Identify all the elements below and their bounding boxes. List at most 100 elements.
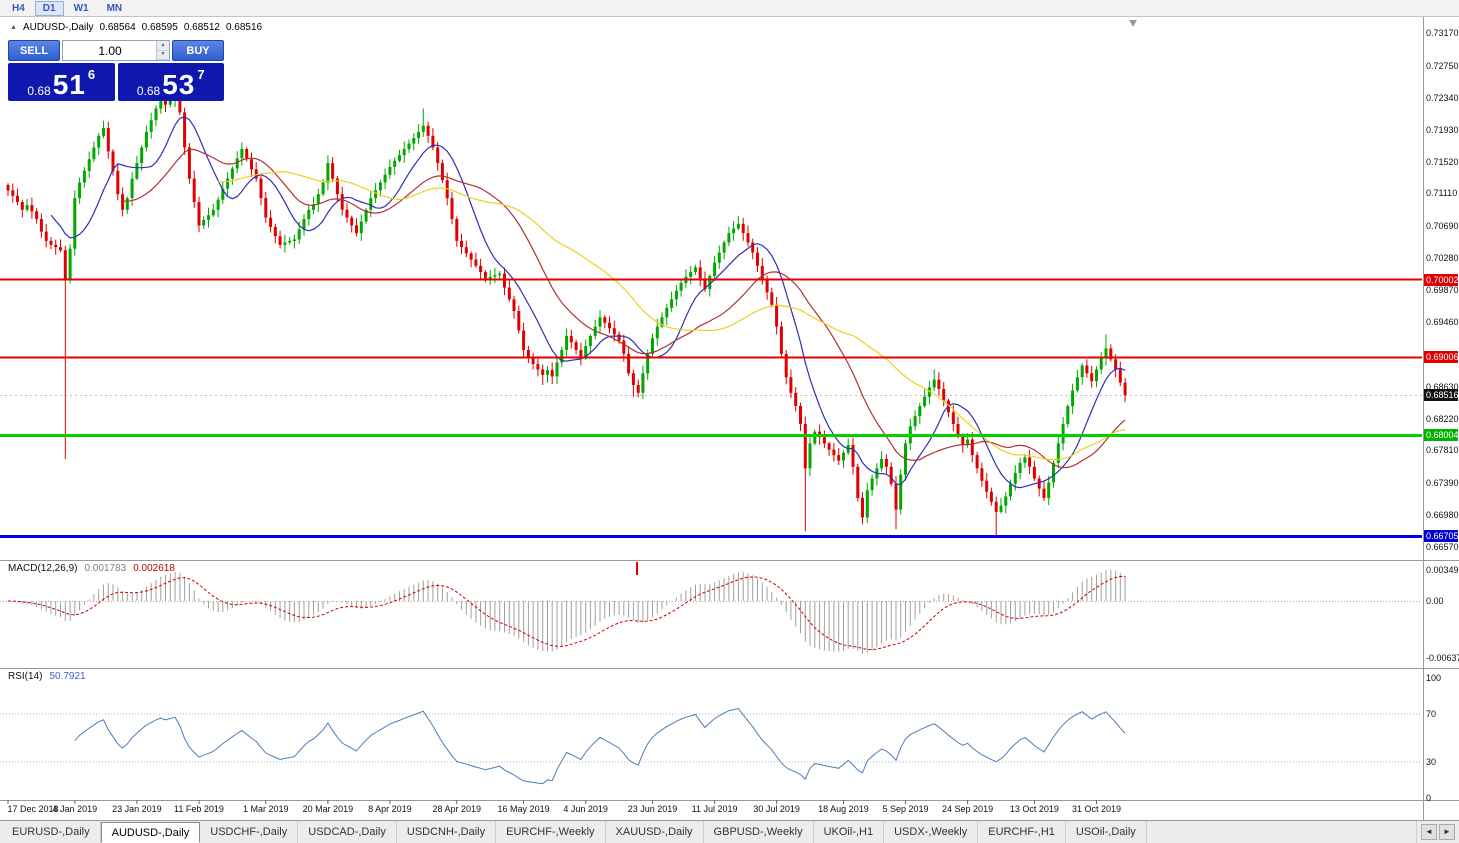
price-tick-label: 0.68220 — [1426, 413, 1459, 424]
buy-price-display[interactable]: 0.68 53 7 — [117, 63, 224, 101]
price-tick-label: 0.71110 — [1426, 188, 1458, 199]
macd-label-row: MACD(12,26,9) 0.001783 0.002618 — [8, 563, 175, 574]
price-tick-label: 0.71930 — [1426, 124, 1459, 135]
tab-scroll-controls: ◄ ► — [1416, 821, 1459, 843]
ohlc-low: 0.68512 — [183, 22, 220, 33]
date-label: 18 Aug 2019 — [818, 804, 869, 814]
date-label: 28 Apr 2019 — [432, 804, 482, 814]
tab-eurusd-daily[interactable]: EURUSD-,Daily — [2, 821, 101, 843]
price-badge: 0.66705 — [1424, 530, 1459, 543]
price-tick-label: 0.66570 — [1426, 542, 1459, 552]
rsi-scale-label: 100 — [1426, 673, 1442, 683]
date-axis[interactable]: 17 Dec 2018 4 Jan 2019 23 Jan 2019 11 Feb 2… — [0, 800, 1424, 818]
volume-increase-button[interactable]: ▲ — [157, 41, 169, 51]
tab-eurchf-h1[interactable]: EURCHF-,H1 — [978, 821, 1066, 843]
date-label: 11 Feb 2019 — [174, 804, 224, 814]
rsi-name: RSI(14) — [8, 671, 43, 682]
macd-scale-label: -0.00637 — [1426, 652, 1459, 663]
date-label: 30 Jul 2019 — [753, 804, 800, 814]
price-tick-label: 0.72340 — [1426, 92, 1459, 103]
symbol-marker-icon: ▲ — [10, 24, 17, 31]
sell-price-pips: 51 — [52, 69, 86, 100]
price-badge: 0.68516 — [1424, 389, 1459, 402]
timeframe-button-h4[interactable]: H4 — [12, 2, 25, 14]
tab-usdchf-daily[interactable]: USDCHF-,Daily — [200, 821, 299, 843]
price-tick-label: 0.68630 — [1426, 381, 1459, 392]
buy-button[interactable]: BUY — [172, 40, 224, 61]
chart-tabs: EURUSD-,Daily AUDUSD-,Daily USDCHF-,Daily U… — [0, 821, 1416, 843]
date-label: 4 Jun 2019 — [563, 804, 608, 814]
macd-scale-label: 0.00 — [1426, 596, 1444, 606]
tab-usdcnh-daily[interactable]: USDCNH-,Daily — [397, 821, 497, 843]
tab-gbpusd-weekly[interactable]: GBPUSD-,Weekly — [704, 821, 814, 843]
date-label: 23 Jan 2019 — [112, 804, 162, 814]
one-click-trading-panel: SELL ▲ ▼ BUY 0.68 51 6 0.68 53 7 — [8, 40, 224, 101]
tabs-scroll-left-button[interactable]: ◄ — [1421, 824, 1437, 840]
tabs-scroll-right-button[interactable]: ► — [1439, 824, 1455, 840]
macd-scale-label: 0.00349 — [1426, 564, 1459, 575]
price-badge: 0.70002 — [1424, 273, 1459, 286]
macd-name: MACD(12,26,9) — [8, 563, 78, 574]
chart-shift-marker-icon — [1129, 20, 1137, 27]
chart-tabs-bar: EURUSD-,Daily AUDUSD-,Daily USDCHF-,Daily U… — [0, 820, 1459, 843]
timeframe-toolbar: H4 D1 W1 MN — [0, 0, 1459, 17]
rsi-scale-label: 30 — [1426, 757, 1437, 767]
rsi-label-row: RSI(14) 50.7921 — [8, 671, 86, 682]
price-tick-label: 0.70690 — [1426, 221, 1459, 232]
sell-button[interactable]: SELL — [8, 40, 60, 61]
date-label: 11 Jul 2019 — [691, 804, 738, 814]
tab-xauusd-daily[interactable]: XAUUSD-,Daily — [606, 821, 704, 843]
tab-audusd-daily[interactable]: AUDUSD-,Daily — [100, 822, 201, 843]
sell-price-base: 0.68 — [27, 84, 51, 98]
price-tick-label: 0.69460 — [1426, 316, 1459, 327]
timeframe-button-d1[interactable]: D1 — [34, 0, 64, 16]
tab-ukoil-h1[interactable]: UKOil-,H1 — [814, 821, 885, 843]
symbol-name: AUDUSD-,Daily — [22, 22, 94, 33]
price-badge: 0.69006 — [1424, 351, 1459, 364]
price-tick-label: 0.70280 — [1426, 253, 1459, 264]
buy-price-pipette: 7 — [197, 67, 205, 82]
price-tick-label: 0.72750 — [1426, 60, 1459, 71]
timeframe-button-w1[interactable]: W1 — [73, 2, 89, 14]
ohlc-high: 0.68595 — [141, 22, 178, 33]
sell-price-display[interactable]: 0.68 51 6 — [8, 63, 115, 101]
date-label: 5 Sep 2019 — [882, 804, 929, 814]
rsi-value: 50.7921 — [49, 671, 86, 682]
price-tick-label: 0.67390 — [1426, 478, 1459, 489]
tab-usdx-weekly[interactable]: USDX-,Weekly — [884, 821, 979, 843]
date-label: 31 Oct 2019 — [1071, 804, 1121, 814]
date-label: 8 Apr 2019 — [368, 804, 412, 814]
price-tick-label: 0.71520 — [1426, 156, 1459, 167]
price-badge: 0.68004 — [1424, 429, 1459, 442]
date-label: 23 Jun 2019 — [627, 804, 678, 814]
macd-main-value: 0.001783 — [84, 563, 127, 574]
rsi-scale-label: 70 — [1426, 709, 1437, 719]
price-axis[interactable]: 0.73170 0.72750 0.72340 0.71930 0.71520 0.711… — [1424, 16, 1459, 820]
price-tick-label: 0.66980 — [1426, 510, 1459, 521]
volume-spinner: ▲ ▼ — [156, 41, 169, 60]
ohlc-close: 0.68516 — [225, 22, 263, 33]
tab-eurchf-weekly[interactable]: EURCHF-,Weekly — [496, 821, 606, 843]
date-label: 16 May 2019 — [497, 804, 550, 814]
date-label: 13 Oct 2019 — [1009, 804, 1059, 814]
rsi-scale-label: 0 — [1426, 793, 1432, 803]
date-label: 1 Mar 2019 — [243, 804, 289, 814]
tab-usdcad-daily[interactable]: USDCAD-,Daily — [298, 821, 397, 843]
volume-input[interactable] — [63, 41, 169, 60]
buy-price-base: 0.68 — [136, 84, 161, 98]
date-label: 17 Dec 2018 — [7, 804, 59, 814]
tab-usoil-daily[interactable]: USOil-,Daily — [1066, 821, 1147, 843]
price-tick-label: 0.67810 — [1426, 445, 1459, 456]
ohlc-line: ▲ AUDUSD-,Daily 0.68564 0.68595 0.68512 … — [10, 22, 262, 33]
ohlc-open: 0.68564 — [99, 22, 136, 33]
volume-control: ▲ ▼ — [62, 40, 170, 61]
macd-signal-value: 0.002618 — [133, 563, 175, 574]
volume-decrease-button[interactable]: ▼ — [157, 50, 169, 60]
price-tick-label: 0.73170 — [1426, 28, 1459, 38]
date-label: 24 Sep 2019 — [942, 804, 994, 814]
date-label: 20 Mar 2019 — [302, 804, 354, 814]
sell-price-pipette: 6 — [87, 67, 96, 82]
timeframe-button-mn[interactable]: MN — [106, 2, 123, 14]
